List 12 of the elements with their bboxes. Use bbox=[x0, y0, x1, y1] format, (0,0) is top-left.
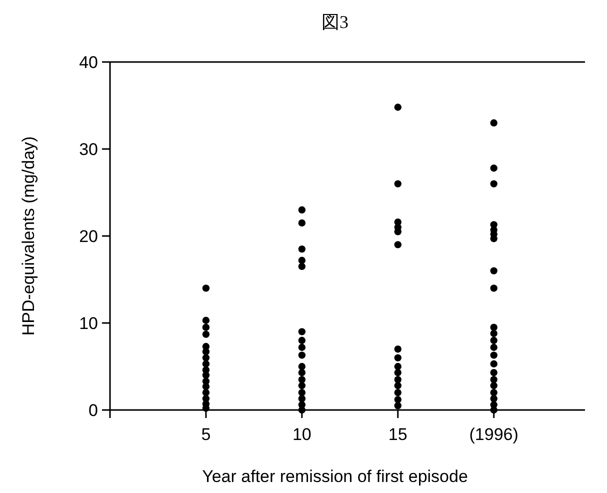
x-tick-label: (1996) bbox=[469, 425, 518, 444]
x-tick-label: 15 bbox=[388, 425, 408, 444]
y-axis-title: HPD-equivalents (mg/day) bbox=[19, 136, 38, 336]
x-tick-label: 10 bbox=[292, 425, 312, 444]
y-tick-label: 20 bbox=[79, 227, 98, 246]
y-tick-label: 10 bbox=[79, 314, 98, 333]
y-tick-label: 0 bbox=[88, 401, 98, 420]
y-tick-label: 30 bbox=[79, 140, 98, 159]
y-tick-label: 40 bbox=[79, 53, 98, 72]
x-tick-label: 5 bbox=[201, 425, 211, 444]
chart-title: 図3 bbox=[322, 12, 348, 32]
x-axis-title: Year after remission of first episode bbox=[202, 467, 468, 486]
